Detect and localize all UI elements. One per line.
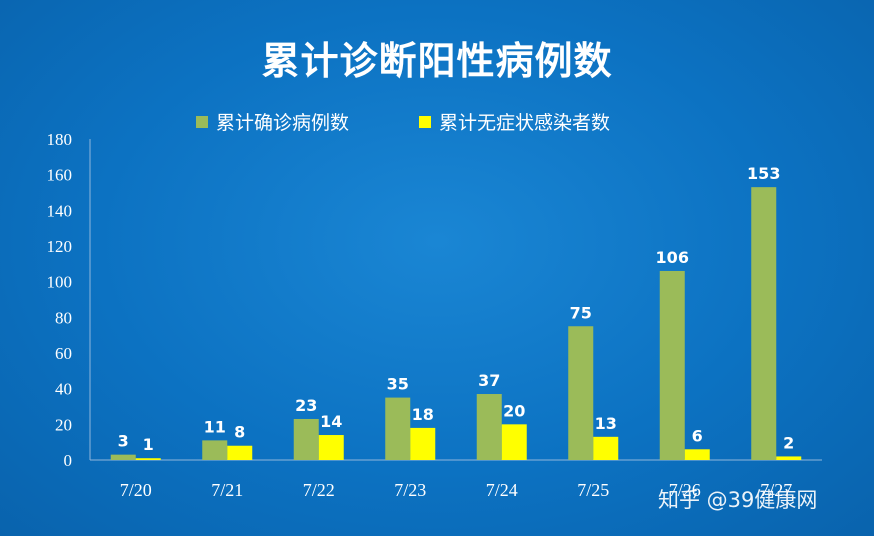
- bar-asymptomatic: [135, 458, 161, 460]
- bar-confirmed: [568, 326, 594, 460]
- y-tick-label: 120: [47, 237, 73, 256]
- data-label-asymptomatic: 6: [692, 426, 703, 445]
- y-tick-label: 100: [47, 273, 73, 292]
- y-tick-label: 80: [55, 308, 72, 327]
- y-tick-label: 20: [55, 415, 72, 434]
- x-tick-label: 7/22: [303, 480, 335, 500]
- bar-confirmed: [751, 187, 777, 460]
- watermark: 知乎 @39健康网: [658, 488, 818, 512]
- bar-confirmed: [385, 397, 411, 460]
- x-tick-label: 7/27: [760, 480, 792, 500]
- data-label-confirmed: 75: [570, 303, 592, 322]
- bar-confirmed: [293, 418, 319, 460]
- data-label-asymptomatic: 2: [783, 433, 794, 452]
- x-tick-label: 7/20: [120, 480, 152, 500]
- bar-confirmed: [202, 440, 228, 460]
- bar-asymptomatic: [318, 435, 344, 460]
- x-tick-label: 7/24: [486, 480, 518, 500]
- y-tick-label: 160: [47, 166, 73, 185]
- chart-title: 累计诊断阳性病例数: [261, 39, 613, 83]
- bar-asymptomatic: [593, 436, 619, 460]
- data-label-confirmed: 35: [387, 375, 409, 394]
- y-tick-label: 180: [47, 130, 73, 149]
- data-label-asymptomatic: 20: [503, 401, 525, 420]
- data-label-confirmed: 37: [478, 371, 500, 390]
- bar-asymptomatic: [410, 427, 436, 460]
- bar-confirmed: [110, 454, 136, 460]
- y-tick-label: 140: [47, 201, 73, 220]
- data-label-asymptomatic: 1: [143, 435, 154, 454]
- data-label-confirmed: 23: [295, 396, 317, 415]
- bar-asymptomatic: [684, 449, 710, 460]
- data-label-confirmed: 11: [204, 417, 226, 436]
- bar-asymptomatic: [501, 424, 527, 460]
- legend-swatch-asymptomatic: [419, 115, 432, 128]
- y-tick-label: 60: [55, 344, 72, 363]
- legend-label-confirmed: 累计确诊病例数: [216, 112, 350, 134]
- data-label-confirmed: 106: [656, 248, 689, 267]
- legend-item-confirmed: 累计确诊病例数: [196, 108, 349, 135]
- bar-asymptomatic: [227, 445, 253, 460]
- x-tick-label: 7/23: [394, 480, 426, 500]
- y-tick-label: 0: [64, 451, 73, 470]
- data-label-confirmed: 153: [747, 164, 780, 183]
- data-label-asymptomatic: 14: [320, 412, 342, 431]
- chart-legend: 累计确诊病例数 累计无症状感染者数: [196, 108, 610, 135]
- data-label-asymptomatic: 8: [234, 423, 245, 442]
- bar-confirmed: [476, 394, 502, 460]
- x-tick-label: 7/25: [577, 480, 609, 500]
- x-tick-label: 7/21: [211, 480, 243, 500]
- data-label-asymptomatic: 13: [595, 414, 617, 433]
- legend-swatch-confirmed: [196, 115, 208, 128]
- bar-asymptomatic: [776, 456, 802, 460]
- legend-label-asymptomatic: 累计无症状感染者数: [439, 112, 611, 134]
- legend-item-asymptomatic: 累计无症状感染者数: [419, 108, 610, 135]
- bar-confirmed: [659, 270, 685, 460]
- data-label-confirmed: 3: [118, 432, 129, 451]
- data-label-asymptomatic: 18: [412, 405, 434, 424]
- y-tick-label: 40: [55, 380, 72, 399]
- x-tick-label: 7/26: [669, 480, 701, 500]
